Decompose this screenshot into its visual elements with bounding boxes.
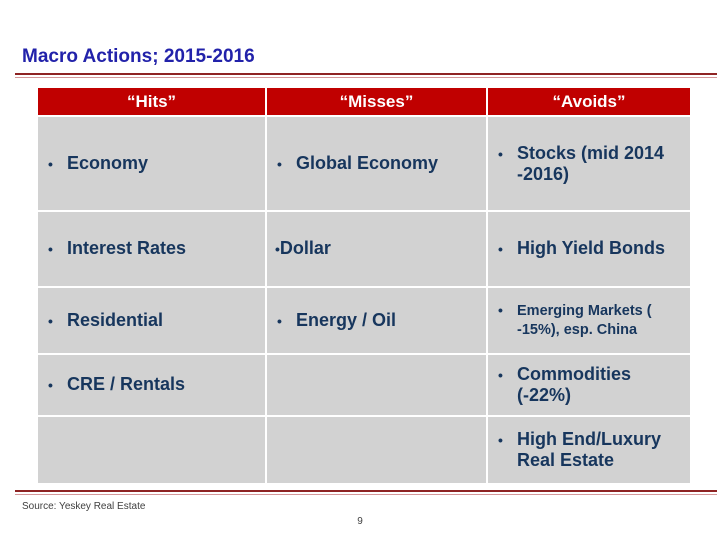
- bullet-list-item: • Energy / Oil: [267, 310, 480, 332]
- table-cell: • Interest Rates: [38, 212, 265, 286]
- table-cell: • Dollar: [267, 212, 486, 286]
- bullet-list-item: • Interest Rates: [38, 238, 259, 260]
- list-item-text: Dollar: [279, 238, 331, 258]
- column-header-misses: “Misses”: [267, 88, 486, 115]
- bullet-list-item: • CRE / Rentals: [38, 374, 259, 396]
- macro-actions-table: “Hits” “Misses” “Avoids” • Economy • Global…: [38, 88, 690, 483]
- table-cell: • High End/Luxury Real Estate: [488, 417, 690, 483]
- table-cell: • Energy / Oil: [267, 288, 486, 353]
- table-cell: • Global Economy: [267, 117, 486, 210]
- page-title: Macro Actions; 2015-2016: [22, 46, 255, 67]
- table-cell: • High Yield Bonds: [488, 212, 690, 286]
- bullet-icon: •: [277, 155, 282, 172]
- bullet-icon: •: [48, 241, 53, 257]
- list-item-text: Emerging Markets ( -15%), esp. China: [517, 303, 652, 338]
- list-item-text: High End/Luxury Real Estate: [517, 429, 661, 470]
- bullet-list-item: • Residential: [38, 310, 259, 332]
- bullet-icon: •: [275, 241, 280, 257]
- bullet-icon: •: [48, 155, 53, 172]
- column-header-hits: “Hits”: [38, 88, 265, 115]
- list-item-text: Energy / Oil: [296, 309, 397, 330]
- list-item-text: High Yield Bonds: [517, 238, 666, 258]
- list-item-text: CRE / Rentals: [67, 374, 186, 394]
- bullet-icon: •: [48, 377, 53, 393]
- bullet-icon: •: [498, 302, 503, 318]
- bullet-list-item: • Stocks (mid 2014 -2016): [488, 143, 684, 185]
- table-cell: • Residential: [38, 288, 265, 353]
- title-divider-line: [15, 73, 717, 78]
- bullet-list-item: • High Yield Bonds: [488, 238, 684, 260]
- page-number: 9: [357, 516, 363, 527]
- bullet-icon: •: [498, 145, 503, 162]
- list-item-text: Interest Rates: [67, 238, 187, 258]
- bullet-list-item: • High End/Luxury Real Estate: [488, 429, 684, 471]
- bullet-icon: •: [498, 367, 503, 383]
- list-item-text: Global Economy: [296, 152, 439, 173]
- list-item-text: Economy: [67, 152, 149, 173]
- column-header-avoids: “Avoids”: [488, 88, 690, 115]
- table-cell: • Emerging Markets ( -15%), esp. China: [488, 288, 690, 353]
- footer-divider-line: [15, 490, 717, 495]
- table-cell: [267, 417, 486, 483]
- table-cell: • CRE / Rentals: [38, 355, 265, 415]
- source-note: Source: Yeskey Real Estate: [22, 501, 146, 512]
- bullet-list-item: • Commodities (-22%): [488, 364, 684, 406]
- table-cell: • Economy: [38, 117, 265, 210]
- bullet-icon: •: [498, 241, 503, 257]
- list-item-text: Commodities (-22%): [517, 364, 632, 405]
- bullet-icon: •: [498, 432, 503, 448]
- table-cell: • Commodities (-22%): [488, 355, 690, 415]
- bullet-list-item: • Dollar: [267, 238, 480, 260]
- bullet-icon: •: [277, 312, 282, 329]
- table-cell: [38, 417, 265, 483]
- list-item-text: Residential: [67, 309, 164, 330]
- bullet-list-item: • Economy: [38, 153, 259, 175]
- table-cell: • Stocks (mid 2014 -2016): [488, 117, 690, 210]
- list-item-text: Stocks (mid 2014 -2016): [517, 142, 665, 184]
- table-cell: [267, 355, 486, 415]
- bullet-icon: •: [48, 312, 53, 329]
- bullet-list-item: • Emerging Markets ( -15%), esp. China: [488, 301, 684, 340]
- bullet-list-item: • Global Economy: [267, 153, 480, 175]
